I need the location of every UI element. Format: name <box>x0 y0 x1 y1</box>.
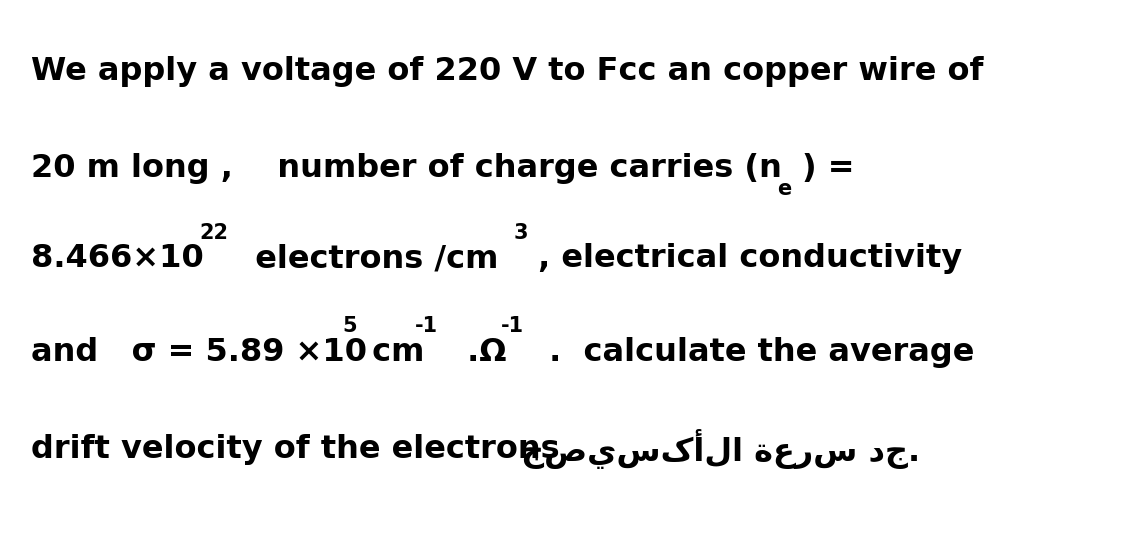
Text: drift velocity of the electrons: drift velocity of the electrons <box>31 434 560 464</box>
Text: 5: 5 <box>342 316 356 336</box>
Text: .Ω: .Ω <box>456 337 507 368</box>
Text: electrons /cm: electrons /cm <box>233 244 499 274</box>
Text: e: e <box>777 179 791 199</box>
Text: 8.466×10: 8.466×10 <box>31 244 204 274</box>
Text: 20 m long ,    number of charge carries (n: 20 m long , number of charge carries (n <box>31 153 782 183</box>
Text: 3: 3 <box>513 223 528 242</box>
Text: cm: cm <box>361 337 425 368</box>
Text: and   σ = 5.89 ×10: and σ = 5.89 ×10 <box>31 337 368 368</box>
Text: -1: -1 <box>415 316 438 336</box>
Text: 22: 22 <box>200 223 229 242</box>
Text: ) =: ) = <box>802 153 854 183</box>
Text: -1: -1 <box>501 316 525 336</box>
Text: , electrical conductivity: , electrical conductivity <box>527 244 962 274</box>
Text: .  calculate the average: . calculate the average <box>538 337 974 368</box>
Text: جصيسکألا ةعرس دج.: جصيسکألا ةعرس دج. <box>521 429 920 469</box>
Text: We apply a voltage of 220 V to Fcc an copper wire of: We apply a voltage of 220 V to Fcc an co… <box>31 56 984 87</box>
